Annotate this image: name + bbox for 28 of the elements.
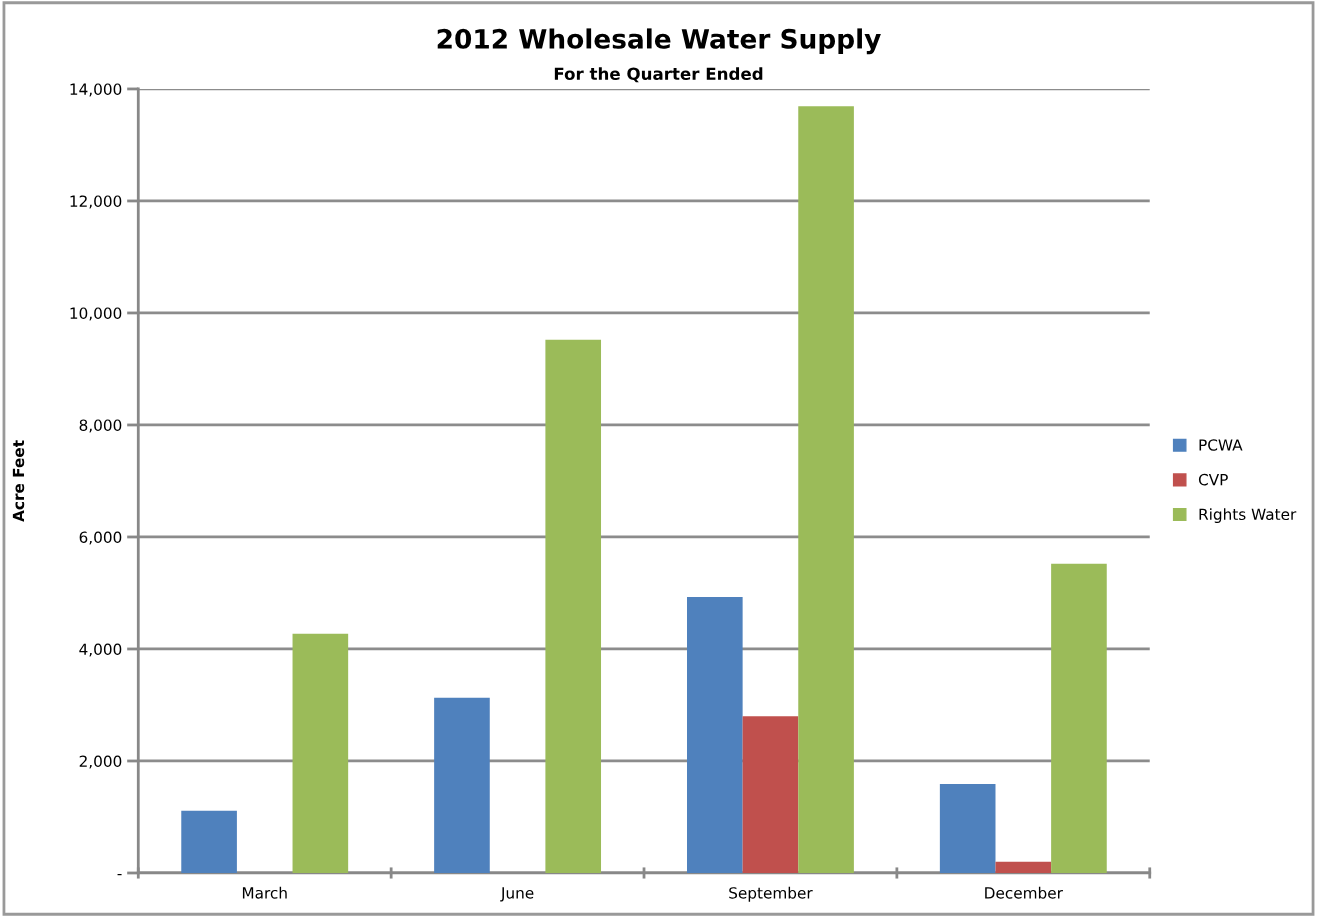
y-tick-label: 10,000 — [70, 307, 122, 321]
bar — [434, 697, 490, 873]
legend-label: CVP — [1198, 473, 1228, 486]
y-tick-label: 8,000 — [79, 419, 122, 433]
bar — [545, 339, 602, 873]
x-tick-label: December — [985, 886, 1063, 899]
x-tick-label: September — [729, 886, 813, 902]
bar — [798, 106, 854, 873]
bar — [181, 810, 237, 873]
bar — [939, 783, 996, 873]
bar — [292, 633, 349, 873]
y-tick-label: 4,000 — [79, 643, 122, 657]
y-tick-label: 14,000 — [70, 83, 122, 97]
x-tick-label: June — [500, 887, 534, 902]
chart-title: 2012 Wholesale Water Supply — [437, 28, 881, 55]
bar — [995, 861, 1052, 873]
y-tick-label: - — [117, 873, 122, 876]
x-tick-label: March — [242, 886, 287, 899]
bar — [742, 716, 799, 873]
legend-label: Rights Water — [1199, 508, 1297, 524]
bar — [1051, 563, 1107, 873]
bar — [687, 596, 743, 873]
chart-subtitle: For the Quarter Ended — [554, 67, 763, 83]
y-tick-label: 12,000 — [70, 195, 122, 209]
y-tick-label: 2,000 — [79, 755, 122, 769]
legend-label: PCWA — [1199, 439, 1243, 451]
y-axis-title: Acre Feet — [12, 440, 25, 522]
y-tick-label: 6,000 — [79, 531, 122, 545]
